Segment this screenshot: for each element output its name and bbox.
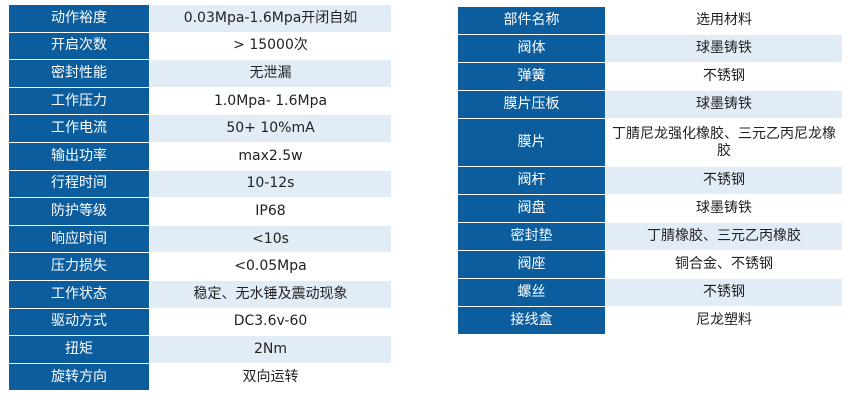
spec-value: 稳定、无水锤及震动现象	[149, 279, 392, 309]
spec-key: 响应时间	[8, 224, 150, 254]
spec-value: max2.5w	[149, 141, 392, 171]
part-name: 阀盘	[457, 194, 606, 223]
parts-header-name: 部件名称	[457, 6, 606, 35]
parts-row: 密封垫 丁腈橡胶、三元乙丙橡胶	[457, 222, 843, 251]
spec-value: 10-12s	[149, 169, 392, 199]
spec-value: > 15000次	[149, 31, 392, 61]
spec-row: 行程时间 10-12s	[8, 169, 392, 199]
parts-row: 阀体 球墨铸铁	[457, 34, 843, 63]
spec-key: 开启次数	[8, 31, 150, 61]
spec-key: 动作裕度	[8, 4, 150, 33]
part-material: 丁腈橡胶、三元乙丙橡胶	[605, 222, 843, 251]
part-material: 尼龙塑料	[605, 306, 843, 335]
spec-row: 旋转方向 双向运转	[8, 362, 392, 392]
parts-table: 部件名称 选用材料 阀体 球墨铸铁 弹簧 不锈钢 膜片压板 球墨铸铁 膜片 丁腈…	[457, 6, 843, 335]
part-name: 螺丝	[457, 278, 606, 307]
part-material: 不锈钢	[605, 62, 843, 91]
spec-key: 输出功率	[8, 141, 150, 171]
spec-key: 压力损失	[8, 252, 150, 281]
part-material: 球墨铸铁	[605, 194, 843, 223]
spec-key: 工作电流	[8, 114, 150, 143]
spec-key: 密封性能	[8, 59, 150, 88]
spec-key: 扭矩	[8, 335, 150, 364]
parts-header-material: 选用材料	[605, 6, 843, 35]
parts-row: 接线盒 尼龙塑料	[457, 306, 843, 335]
spec-row: 输出功率 max2.5w	[8, 141, 392, 171]
part-material: 不锈钢	[605, 278, 843, 307]
spec-row: 工作压力 1.0Mpa- 1.6Mpa	[8, 86, 392, 116]
part-material: 铜合金、不锈钢	[605, 250, 843, 279]
part-name: 密封垫	[457, 222, 606, 251]
part-name: 阀杆	[457, 166, 606, 195]
parts-row: 弹簧 不锈钢	[457, 62, 843, 91]
spec-key: 工作压力	[8, 86, 150, 116]
part-name: 膜片压板	[457, 90, 606, 119]
part-name: 膜片	[457, 118, 606, 167]
spec-row: 开启次数 > 15000次	[8, 31, 392, 61]
spec-value: 无泄漏	[149, 59, 392, 88]
spec-key: 行程时间	[8, 169, 150, 199]
spec-row: 动作裕度 0.03Mpa-1.6Mpa开闭自如	[8, 4, 392, 33]
spec-value: <10s	[149, 224, 392, 254]
spec-key: 防护等级	[8, 197, 150, 226]
spec-row: 密封性能 无泄漏	[8, 59, 392, 88]
spec-row: 工作电流 50+ 10%mA	[8, 114, 392, 143]
spec-row: 压力损失 <0.05Mpa	[8, 252, 392, 281]
parts-row: 膜片压板 球墨铸铁	[457, 90, 843, 119]
spec-key: 驱动方式	[8, 307, 150, 337]
parts-row: 螺丝 不锈钢	[457, 278, 843, 307]
parts-row: 阀杆 不锈钢	[457, 166, 843, 195]
parts-row: 阀盘 球墨铸铁	[457, 194, 843, 223]
part-material: 不锈钢	[605, 166, 843, 195]
part-name: 阀体	[457, 34, 606, 63]
part-material: 球墨铸铁	[605, 34, 843, 63]
spec-row: 扭矩 2Nm	[8, 335, 392, 364]
part-name: 弹簧	[457, 62, 606, 91]
parts-row: 阀座 铜合金、不锈钢	[457, 250, 843, 279]
spec-value: IP68	[149, 197, 392, 226]
spec-value: 1.0Mpa- 1.6Mpa	[149, 86, 392, 116]
spec-key: 工作状态	[8, 279, 150, 309]
part-name: 接线盒	[457, 306, 606, 335]
spec-value: 0.03Mpa-1.6Mpa开闭自如	[149, 4, 392, 33]
spec-table: 动作裕度 0.03Mpa-1.6Mpa开闭自如 开启次数 > 15000次 密封…	[8, 4, 392, 392]
part-material: 球墨铸铁	[605, 90, 843, 119]
parts-header-row: 部件名称 选用材料	[457, 6, 843, 35]
spec-value: 双向运转	[149, 362, 392, 392]
spec-value: 2Nm	[149, 335, 392, 364]
parts-row: 膜片 丁腈尼龙强化橡胶、三元乙丙尼龙橡胶	[457, 118, 843, 167]
spec-row: 响应时间 <10s	[8, 224, 392, 254]
spec-value: <0.05Mpa	[149, 252, 392, 281]
spec-value: 50+ 10%mA	[149, 114, 392, 143]
spec-row: 防护等级 IP68	[8, 197, 392, 226]
part-material: 丁腈尼龙强化橡胶、三元乙丙尼龙橡胶	[605, 118, 843, 167]
spec-key: 旋转方向	[8, 362, 150, 392]
spec-row: 驱动方式 DC3.6v-60	[8, 307, 392, 337]
part-name: 阀座	[457, 250, 606, 279]
spec-value: DC3.6v-60	[149, 307, 392, 337]
spec-row: 工作状态 稳定、无水锤及震动现象	[8, 279, 392, 309]
